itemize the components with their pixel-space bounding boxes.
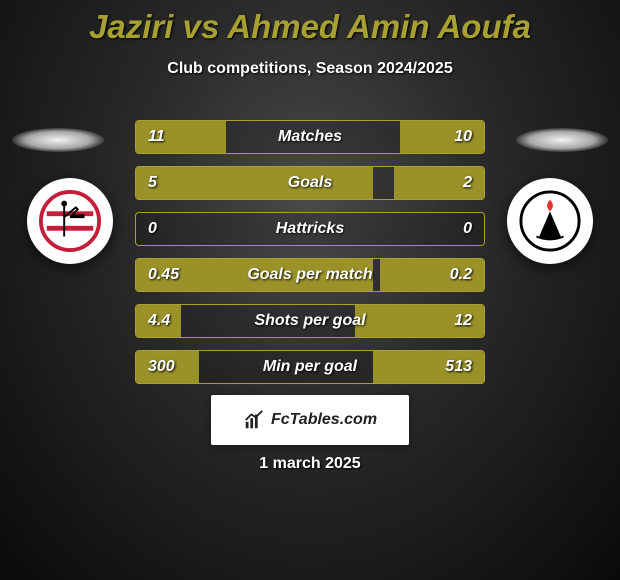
stat-value-right: 12 <box>454 312 472 330</box>
page-title: Jaziri vs Ahmed Amin Aoufa <box>0 0 620 46</box>
club-logo-left <box>27 178 113 264</box>
stat-label: Shots per goal <box>136 312 484 330</box>
stat-value-right: 0.2 <box>450 266 472 284</box>
stat-row: 300 Min per goal 513 <box>135 350 485 384</box>
date-label: 1 march 2025 <box>0 455 620 473</box>
stat-row: 0 Hattricks 0 <box>135 212 485 246</box>
stat-value-right: 0 <box>463 220 472 238</box>
stat-label: Min per goal <box>136 358 484 376</box>
stat-label: Goals <box>136 174 484 192</box>
chart-icon <box>243 409 265 431</box>
stat-row: 11 Matches 10 <box>135 120 485 154</box>
stat-value-left: 4.4 <box>148 312 170 330</box>
stat-value-left: 0.45 <box>148 266 179 284</box>
subtitle: Club competitions, Season 2024/2025 <box>0 60 620 78</box>
stat-value-right: 10 <box>454 128 472 146</box>
zamalek-logo-icon <box>39 190 101 252</box>
stat-value-right: 513 <box>445 358 472 376</box>
stat-value-left: 11 <box>148 128 165 146</box>
stat-label: Matches <box>136 128 484 146</box>
brand-text: FcTables.com <box>271 411 377 429</box>
stat-value-left: 0 <box>148 220 157 238</box>
brand-badge: FcTables.com <box>211 395 409 445</box>
stat-value-left: 300 <box>148 358 175 376</box>
stat-row: 5 Goals 2 <box>135 166 485 200</box>
stat-label: Goals per match <box>136 266 484 284</box>
stat-value-right: 2 <box>463 174 472 192</box>
club-logo-right <box>507 178 593 264</box>
stats-container: 11 Matches 10 5 Goals 2 0 Hattricks 0 0.… <box>135 120 485 396</box>
stat-value-left: 5 <box>148 174 157 192</box>
stat-row: 0.45 Goals per match 0.2 <box>135 258 485 292</box>
logo-shadow-right <box>516 128 608 152</box>
logo-shadow-left <box>12 128 104 152</box>
stat-label: Hattricks <box>136 220 484 238</box>
enppi-logo-icon <box>519 190 581 252</box>
stat-row: 4.4 Shots per goal 12 <box>135 304 485 338</box>
